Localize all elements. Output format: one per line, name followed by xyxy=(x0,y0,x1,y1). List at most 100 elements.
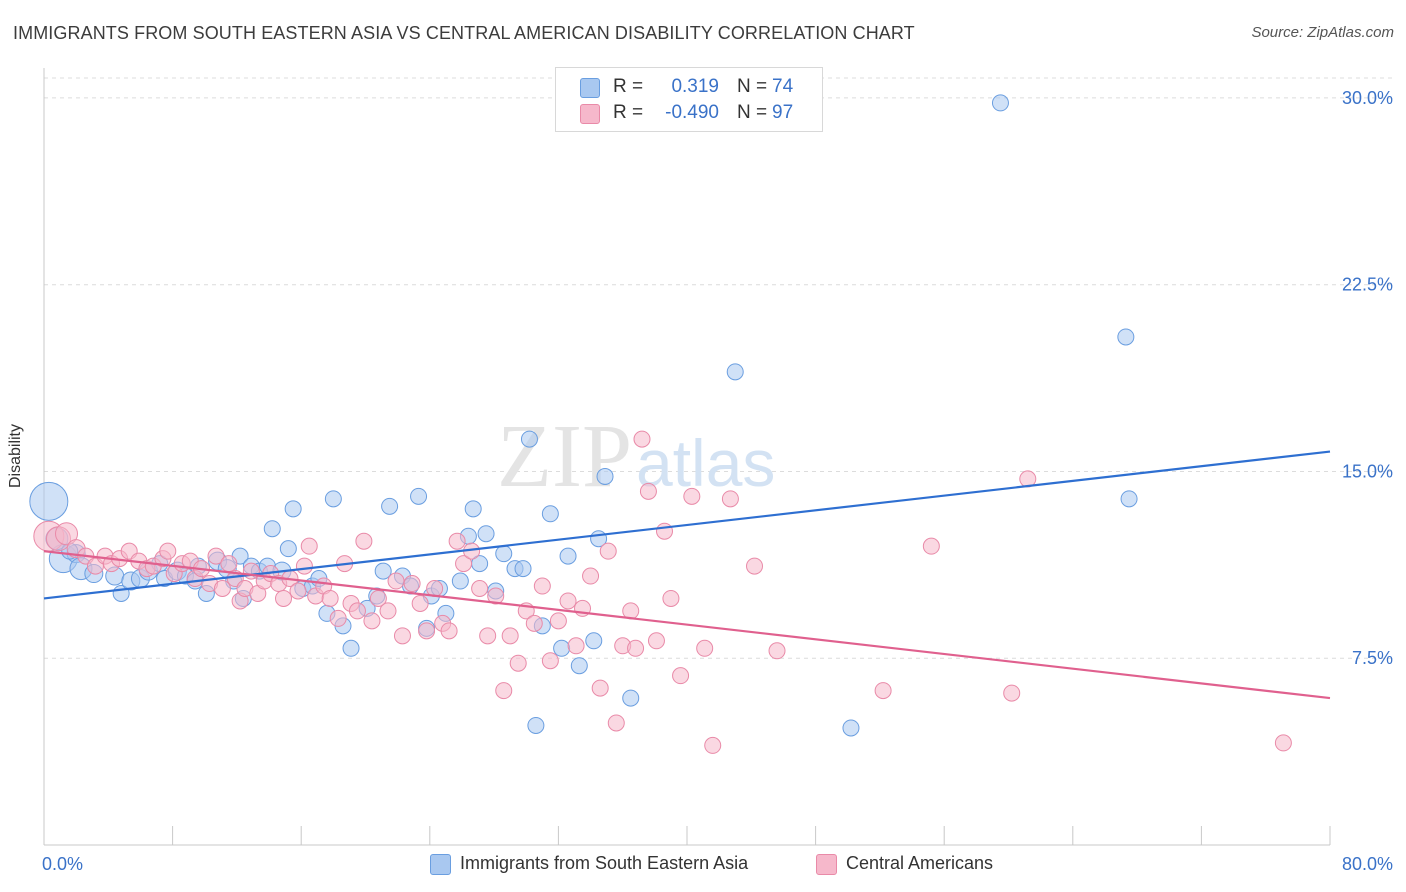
point-central-americans xyxy=(355,532,373,550)
blue-swatch xyxy=(580,78,600,98)
point-central-americans xyxy=(479,627,497,645)
point-central-americans xyxy=(159,542,177,560)
point-central-americans xyxy=(487,587,505,605)
point-central-americans xyxy=(369,589,387,607)
r-label: R = xyxy=(613,102,644,123)
point-central-americans xyxy=(295,557,313,575)
point-central-americans xyxy=(1274,734,1292,752)
point-central-americans xyxy=(696,639,714,657)
point-immigrants xyxy=(726,363,744,381)
point-central-americans xyxy=(633,430,651,448)
legend-swatch-blue xyxy=(430,854,451,875)
point-central-americans xyxy=(207,547,225,565)
point-central-americans xyxy=(275,589,293,607)
point-immigrants xyxy=(541,505,559,523)
y-tick-label: 7.5% xyxy=(1352,648,1393,668)
point-immigrants xyxy=(342,639,360,657)
n-label: N = xyxy=(737,102,768,123)
x-tick-label: 80.0% xyxy=(1342,854,1393,874)
pink-swatch xyxy=(580,104,600,124)
point-central-americans xyxy=(495,682,513,700)
point-central-americans xyxy=(471,580,489,598)
point-central-americans xyxy=(379,602,397,620)
point-central-americans xyxy=(289,582,307,600)
point-central-americans xyxy=(874,682,892,700)
source-credit: Source: ZipAtlas.com xyxy=(1251,24,1394,41)
point-central-americans xyxy=(647,632,665,650)
point-immigrants xyxy=(842,719,860,737)
data-points xyxy=(29,94,1292,754)
n-value: 74 xyxy=(772,76,794,97)
point-immigrants xyxy=(451,572,469,590)
trend-line-immigrants xyxy=(43,450,1331,600)
point-central-americans xyxy=(721,490,739,508)
point-immigrants xyxy=(495,545,513,563)
point-central-americans xyxy=(567,637,585,655)
point-central-americans xyxy=(704,736,722,754)
point-immigrants xyxy=(514,560,532,578)
point-central-americans xyxy=(672,667,690,685)
watermark-atlas: atlas xyxy=(636,426,775,500)
point-central-americans xyxy=(418,622,436,640)
point-central-americans xyxy=(55,522,79,546)
point-immigrants xyxy=(596,467,614,485)
point-central-americans xyxy=(746,557,764,575)
tick-labels: 7.5% 15.0% 22.5% 30.0% 0.0% 80.0% xyxy=(42,88,1393,874)
axes xyxy=(43,68,1331,846)
legend-swatch-pink xyxy=(816,854,837,875)
point-immigrants xyxy=(991,94,1009,112)
r-value: 0.319 xyxy=(671,76,719,97)
point-immigrants xyxy=(324,490,342,508)
watermark: ZIP atlas xyxy=(497,407,775,506)
point-immigrants xyxy=(477,525,495,543)
point-central-americans xyxy=(683,487,701,505)
point-central-americans xyxy=(922,537,940,555)
point-immigrants xyxy=(29,481,69,521)
trend-line-central-americans xyxy=(43,550,1331,700)
point-immigrants xyxy=(410,487,428,505)
point-central-americans xyxy=(533,577,551,595)
point-central-americans xyxy=(549,612,567,630)
point-immigrants xyxy=(585,632,603,650)
point-central-americans xyxy=(509,654,527,672)
point-immigrants xyxy=(520,430,538,448)
point-central-americans xyxy=(387,572,405,590)
point-immigrants xyxy=(559,547,577,565)
y-tick-label: 15.0% xyxy=(1342,461,1393,481)
point-central-americans xyxy=(559,592,577,610)
legend-label: Central Americans xyxy=(846,853,994,873)
y-tick-label: 22.5% xyxy=(1342,275,1393,295)
y-tick-label: 30.0% xyxy=(1342,88,1393,108)
n-value: 97 xyxy=(772,102,794,123)
point-central-americans xyxy=(655,522,673,540)
trend-lines xyxy=(43,450,1331,700)
point-immigrants xyxy=(622,689,640,707)
r-label: R = xyxy=(613,76,644,97)
chart-title: IMMIGRANTS FROM SOUTH EASTERN ASIA VS CE… xyxy=(13,23,915,43)
r-value: -0.490 xyxy=(665,102,719,123)
point-immigrants xyxy=(381,497,399,515)
point-immigrants xyxy=(284,500,302,518)
point-central-americans xyxy=(213,580,231,598)
point-central-americans xyxy=(411,594,429,612)
point-immigrants xyxy=(553,639,571,657)
point-immigrants xyxy=(1120,490,1138,508)
point-central-americans xyxy=(501,627,519,645)
point-central-americans xyxy=(662,589,680,607)
legend-label: Immigrants from South Eastern Asia xyxy=(460,853,749,873)
point-central-americans xyxy=(348,602,366,620)
point-central-americans xyxy=(599,542,617,560)
point-central-americans xyxy=(591,679,609,697)
point-immigrants xyxy=(279,540,297,558)
point-immigrants xyxy=(527,716,545,734)
point-central-americans xyxy=(321,589,339,607)
point-immigrants xyxy=(374,562,392,580)
point-central-americans xyxy=(639,482,657,500)
point-immigrants xyxy=(464,500,482,518)
point-central-americans xyxy=(607,714,625,732)
point-central-americans xyxy=(440,622,458,640)
point-immigrants xyxy=(263,520,281,538)
point-central-americans xyxy=(541,652,559,670)
y-axis-label: Disability xyxy=(7,423,24,489)
point-central-americans xyxy=(525,614,543,632)
